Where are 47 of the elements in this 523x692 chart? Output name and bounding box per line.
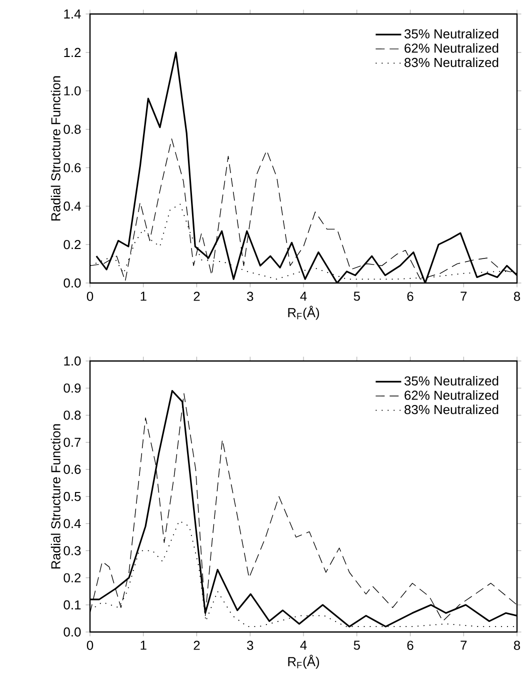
y-tick-label: 0.5 [64,492,81,502]
y-tick-label: 0.6 [64,464,81,474]
x-tick-label: 7 [460,640,467,650]
legend-label: 83% Neutralized [404,58,498,68]
y-tick-label: 0.6 [64,163,81,172]
legend-label: 35% Neutralized [404,28,498,38]
x-tick-label: 6 [407,640,414,650]
x-axis-title: R$_{F}$(Å) [288,306,320,320]
y-tick-label: 0.1 [64,600,81,610]
x-tick-label: 4 [300,640,307,650]
x-tick-label: 8 [514,292,520,301]
x-tick-label: 5 [354,292,360,301]
x-tick-label: 5 [354,640,360,650]
x-tick-label: 1 [140,292,146,301]
x-tick-label: 2 [194,292,200,301]
legend-label: 62% Neutralized [404,390,498,400]
x-tick-label: 2 [194,640,200,650]
x-tick-label: 0 [86,640,94,650]
y-tick-label: 1.0 [64,356,81,366]
x-tick-label: 3 [247,292,254,301]
x-tick-label: 0 [86,292,94,301]
y-axis-title: Radial Structure Function [50,76,60,220]
x-tick-label: 6 [407,292,414,301]
y-axis-title: Radial Structure Function [50,424,60,569]
x-tick-label: 3 [247,640,254,650]
y-tick-label: 0.8 [64,410,81,420]
x-tick-label: 8 [514,640,520,650]
y-tick-label: 0.0 [64,627,81,637]
y-tick-label: 0.0 [64,278,81,288]
x-tick-label: 1 [140,640,146,650]
y-tick-label: 0.3 [64,546,81,556]
y-tick-label: 0.4 [64,202,81,211]
x-tick-label: 7 [460,292,467,301]
y-tick-label: 0.2 [64,573,81,582]
y-tick-label: 0.4 [64,519,81,528]
y-tick-label: 1.4 [64,10,81,18]
y-tick-label: 0.2 [64,240,81,250]
legend-label: 35% Neutralized [404,376,498,386]
legend-label: 83% Neutralized [404,404,498,414]
y-tick-label: 0.7 [64,438,81,447]
y-tick-label: 0.9 [64,384,81,393]
y-tick-label: 1.0 [64,86,81,96]
y-tick-label: 0.8 [64,124,81,134]
legend-label: 62% Neutralized [404,43,498,53]
y-tick-label: 1.2 [64,48,81,57]
x-tick-label: 4 [300,292,307,301]
x-axis-title: R$_{F}$(Å) [288,654,320,669]
